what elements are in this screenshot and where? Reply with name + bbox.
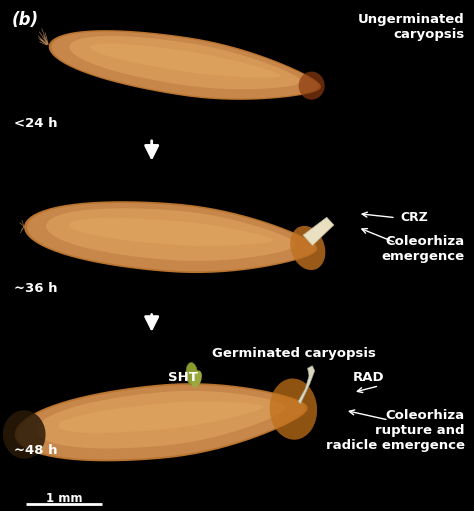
Polygon shape	[46, 208, 295, 261]
Text: ~48 h: ~48 h	[14, 444, 58, 457]
Ellipse shape	[191, 370, 202, 388]
Polygon shape	[18, 385, 305, 459]
Polygon shape	[90, 43, 281, 78]
Text: Coleorhiza
emergence: Coleorhiza emergence	[382, 235, 465, 263]
Text: <24 h: <24 h	[14, 117, 58, 130]
Text: Ungerminated
caryopsis: Ungerminated caryopsis	[358, 13, 465, 41]
Polygon shape	[70, 36, 301, 89]
Text: SHT: SHT	[167, 371, 198, 384]
Polygon shape	[51, 32, 318, 99]
Polygon shape	[298, 366, 315, 404]
Text: CRZ: CRZ	[401, 211, 428, 224]
Polygon shape	[15, 383, 308, 461]
Polygon shape	[303, 217, 334, 245]
Polygon shape	[49, 30, 321, 100]
Text: Coleorhiza
rupture and
radicle emergence: Coleorhiza rupture and radicle emergence	[326, 409, 465, 452]
Ellipse shape	[3, 410, 46, 459]
Text: ~36 h: ~36 h	[14, 282, 58, 295]
Text: RAD: RAD	[353, 371, 385, 384]
Polygon shape	[36, 391, 285, 449]
Ellipse shape	[270, 379, 317, 440]
Polygon shape	[58, 402, 263, 433]
Ellipse shape	[299, 72, 325, 100]
Polygon shape	[68, 218, 273, 246]
Ellipse shape	[290, 226, 325, 270]
Ellipse shape	[186, 362, 198, 385]
Text: 1 mm: 1 mm	[46, 492, 82, 505]
Text: (b): (b)	[12, 11, 39, 29]
Polygon shape	[27, 203, 314, 271]
Polygon shape	[24, 201, 317, 273]
Text: Germinated caryopsis: Germinated caryopsis	[212, 347, 376, 360]
